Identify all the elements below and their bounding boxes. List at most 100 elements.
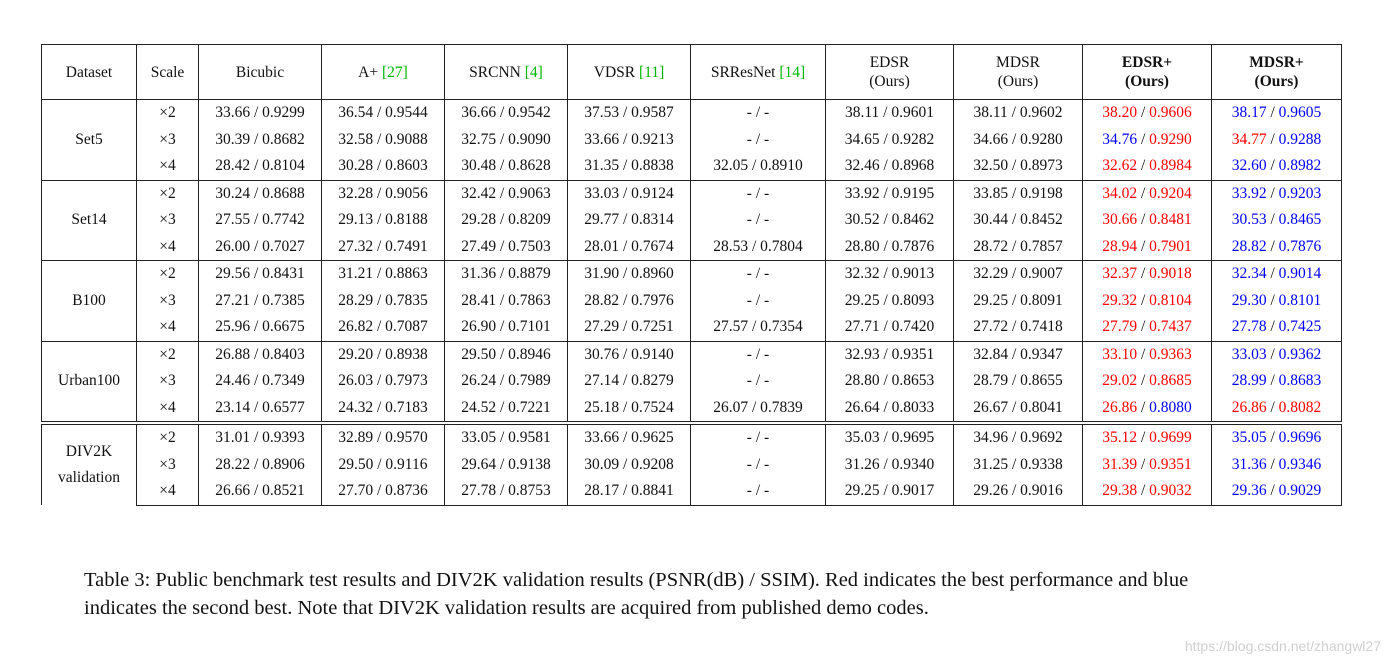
ssim-value: 0.8104	[1149, 291, 1192, 309]
ssim-value: 0.9346	[1278, 455, 1322, 473]
metric-separator: /	[1137, 157, 1150, 175]
table-row: ×4 25.96 / 0.6675 26.82 / 0.7087 26.90 / 0.…	[42, 314, 1342, 342]
metric-cell: 32.58 / 0.9088	[321, 126, 445, 153]
column-header: Bicubic	[198, 44, 322, 100]
metric-cell: 28.17 / 0.8841	[567, 478, 691, 506]
metric-cell: 27.79 / 0.7437	[1082, 314, 1212, 342]
scale-cell: ×3	[136, 451, 199, 478]
metric-cell: - / -	[690, 421, 826, 452]
ssim-value: 0.7901	[1149, 237, 1192, 255]
scale-cell: ×3	[136, 368, 199, 395]
column-header-label: Bicubic	[235, 63, 285, 81]
column-header-label: MDSR+	[1249, 54, 1304, 71]
metric-cell: 38.11 / 0.9601	[825, 99, 954, 127]
ssim-value: 0.9699	[1149, 429, 1192, 447]
metric-cell: 28.94 / 0.7901	[1082, 233, 1212, 261]
metric-cell: - / -	[690, 260, 826, 288]
metric-separator: /	[1137, 398, 1150, 416]
metric-separator: /	[1266, 211, 1279, 229]
column-header: EDSR+ (Ours)	[1082, 44, 1212, 100]
metric-cell: 26.82 / 0.7087	[321, 314, 445, 342]
psnr-value: 33.10	[1102, 345, 1138, 363]
psnr-value: 38.17	[1231, 104, 1267, 122]
metric-separator: /	[1137, 184, 1150, 202]
metric-cell: 28.53 / 0.7804	[690, 233, 826, 261]
column-header-sublabel: (Ours)	[997, 73, 1039, 90]
metric-separator: /	[1266, 237, 1279, 255]
metric-cell: 35.03 / 0.9695	[825, 421, 954, 452]
scale-cell: ×4	[136, 314, 199, 342]
metric-cell: 29.38 / 0.9032	[1082, 478, 1212, 506]
metric-cell: 29.25 / 0.8091	[953, 287, 1083, 314]
scale-cell: ×4	[136, 233, 199, 261]
metric-cell: 29.36 / 0.9029	[1211, 478, 1342, 506]
metric-cell: 32.28 / 0.9056	[321, 179, 445, 207]
metric-cell: 29.50 / 0.8946	[444, 340, 568, 368]
metric-separator: /	[1137, 482, 1150, 500]
metric-cell: 25.96 / 0.6675	[198, 314, 322, 342]
metric-cell: 26.86 / 0.8082	[1211, 394, 1342, 424]
column-header-label: SRResNet	[710, 63, 780, 81]
ssim-value: 0.8481	[1149, 211, 1192, 229]
metric-cell: 38.20 / 0.9606	[1082, 99, 1212, 127]
table-row: ×4 28.42 / 0.8104 30.28 / 0.8603 30.48 / 0.…	[42, 153, 1342, 181]
metric-cell: 26.24 / 0.7989	[444, 368, 568, 395]
metric-cell: 28.82 / 0.7876	[1211, 233, 1342, 261]
metric-cell: 29.25 / 0.9017	[825, 478, 954, 506]
metric-cell: 29.64 / 0.9138	[444, 451, 568, 478]
table-row: ×3 27.55 / 0.7742 29.13 / 0.8188 29.28 / 0.…	[42, 207, 1342, 234]
ssim-value: 0.8101	[1278, 291, 1322, 309]
metric-cell: - / -	[690, 126, 826, 153]
metric-cell: 34.76 / 0.9290	[1082, 126, 1212, 153]
metric-cell: 28.99 / 0.8683	[1211, 368, 1342, 395]
metric-cell: 30.66 / 0.8481	[1082, 207, 1212, 234]
metric-cell: 34.02 / 0.9204	[1082, 179, 1212, 207]
scale-cell: ×2	[136, 179, 199, 207]
scale-cell: ×4	[136, 478, 199, 506]
metric-cell: 29.50 / 0.9116	[321, 451, 445, 478]
metric-cell: 31.01 / 0.9393	[198, 421, 322, 452]
metric-separator: /	[1137, 318, 1150, 336]
metric-cell: 29.30 / 0.8101	[1211, 287, 1342, 314]
metric-cell: 33.10 / 0.9363	[1082, 340, 1212, 368]
table-row: Set5 ×2 33.66 / 0.9299 36.54 / 0.9544 36.66 …	[41, 99, 1342, 180]
column-header: Scale	[136, 44, 199, 100]
dataset-name-line: Urban100	[58, 372, 120, 390]
ssim-value: 0.9288	[1278, 130, 1322, 148]
metric-cell: 33.92 / 0.9203	[1211, 179, 1342, 207]
metric-cell: 27.32 / 0.7491	[321, 233, 445, 261]
column-header: SRCNN [4]	[444, 44, 568, 100]
metric-cell: - / -	[690, 478, 826, 506]
citation-ref: [27]	[381, 63, 408, 81]
ssim-value: 0.8465	[1278, 211, 1322, 229]
metric-cell: 28.01 / 0.7674	[567, 233, 691, 261]
metric-cell: 30.28 / 0.8603	[321, 153, 445, 181]
psnr-value: 33.03	[1231, 345, 1267, 363]
metric-cell: 26.00 / 0.7027	[198, 233, 322, 261]
metric-separator: /	[1266, 265, 1279, 283]
metric-cell: 33.85 / 0.9198	[953, 179, 1083, 207]
scale-cell: ×2	[136, 421, 199, 452]
dataset-name: B100	[41, 260, 137, 341]
metric-cell: 32.32 / 0.9013	[825, 260, 954, 288]
metric-cell: 27.70 / 0.8736	[321, 478, 445, 506]
column-header-sublabel: (Ours)	[1254, 73, 1299, 90]
metric-cell: 25.18 / 0.7524	[567, 394, 691, 424]
table-row: ×3 24.46 / 0.7349 26.03 / 0.7973 26.24 / 0.…	[42, 368, 1342, 395]
metric-cell: 28.82 / 0.7976	[567, 287, 691, 314]
metric-cell: 28.79 / 0.8655	[953, 368, 1083, 395]
metric-separator: /	[1266, 184, 1279, 202]
metric-cell: 27.29 / 0.7251	[567, 314, 691, 342]
ssim-value: 0.9204	[1149, 184, 1192, 202]
metric-cell: 30.09 / 0.9208	[567, 451, 691, 478]
metric-separator: /	[1266, 130, 1279, 148]
psnr-value: 34.76	[1102, 130, 1138, 148]
metric-cell: 37.53 / 0.9587	[567, 99, 691, 127]
dataset-name: Set14	[41, 179, 137, 261]
psnr-value: 32.37	[1102, 265, 1138, 283]
scale-cell: ×4	[136, 153, 199, 181]
ssim-value: 0.9362	[1278, 345, 1322, 363]
metric-cell: 26.86 / 0.8080	[1082, 394, 1212, 424]
metric-cell: 30.39 / 0.8682	[198, 126, 322, 153]
metric-cell: - / -	[690, 340, 826, 368]
